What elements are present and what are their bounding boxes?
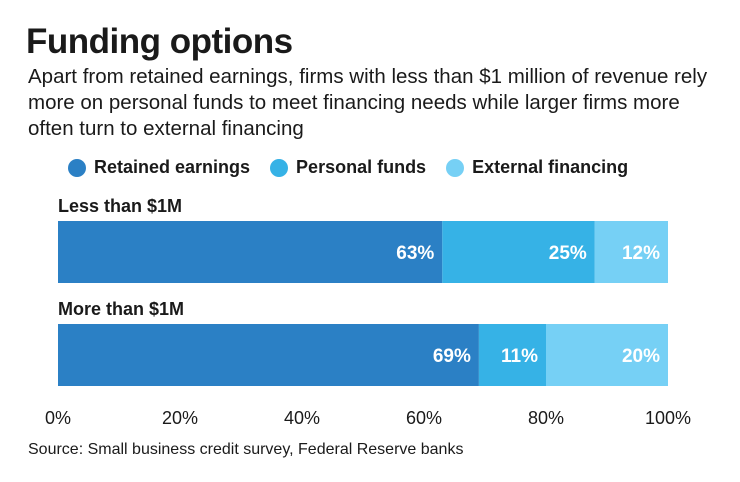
legend-item-external: External financing — [446, 157, 628, 178]
legend-swatch — [68, 158, 86, 177]
legend-label: Personal funds — [296, 157, 427, 177]
bar-segment — [442, 221, 595, 283]
x-tick-label: 40% — [284, 408, 320, 428]
data-label: 12% — [622, 243, 660, 264]
legend-item-personal: Personal funds — [270, 157, 426, 178]
data-label: 25% — [549, 243, 587, 264]
chart-title: Funding options — [26, 22, 293, 61]
data-label: 20% — [622, 346, 660, 367]
x-tick-label: 80% — [528, 408, 564, 428]
legend-swatch — [446, 158, 465, 177]
x-tick-label: 20% — [162, 408, 198, 428]
category-label: Less than $1M — [58, 196, 182, 216]
bar-segment — [58, 221, 443, 283]
x-tick-label: 100% — [645, 408, 691, 428]
legend-label: External financing — [472, 157, 629, 177]
category-label: More than $1M — [58, 299, 184, 319]
data-label: 63% — [396, 243, 434, 264]
bar-segment — [594, 221, 668, 283]
legend-label: Retained earnings — [94, 157, 251, 177]
x-tick-label: 0% — [45, 408, 71, 428]
bar-segment — [58, 324, 479, 386]
legend-swatch — [270, 158, 289, 177]
data-label: 69% — [433, 346, 471, 367]
bar-segment — [478, 324, 546, 386]
bar-segment — [546, 324, 668, 386]
legend: Retained earnings Personal funds Externa… — [68, 157, 628, 178]
data-label: 11% — [501, 346, 538, 367]
chart-subtitle: Apart from retained earnings, firms with… — [28, 65, 708, 140]
x-tick-label: 60% — [406, 408, 442, 428]
source-note: Source: Small business credit survey, Fe… — [28, 441, 464, 458]
legend-item-retained: Retained earnings — [68, 157, 250, 178]
